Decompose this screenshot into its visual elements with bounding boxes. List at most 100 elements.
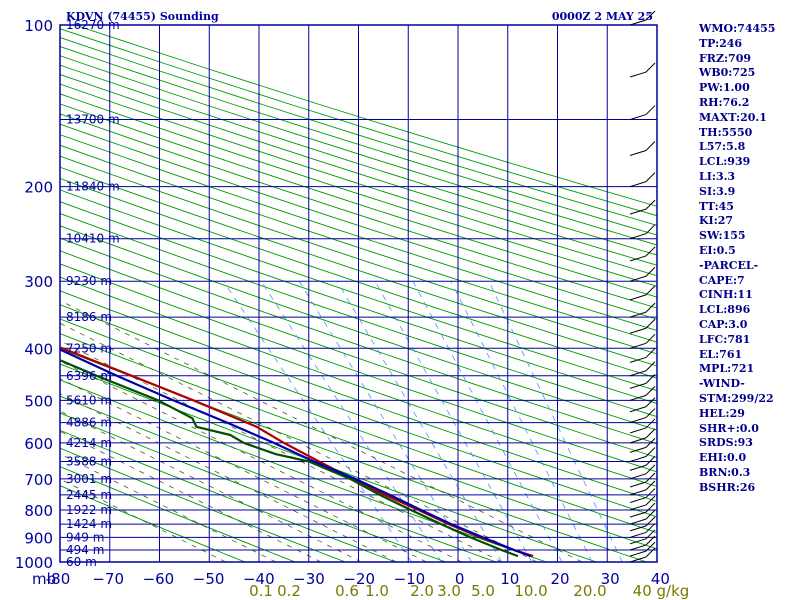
wind-barb [629, 275, 647, 282]
dry-adiabat [60, 93, 657, 287]
dry-adiabat [60, 74, 657, 266]
index-line: SRDS:93 [699, 436, 753, 450]
wind-barb [629, 233, 647, 240]
wind-barb [629, 311, 647, 318]
wind-barb-flag [645, 455, 656, 466]
wind-barb-flag [645, 374, 656, 384]
wind-barb [629, 446, 647, 453]
wind-barb-flag [645, 318, 656, 329]
dry-adiabat [60, 263, 657, 473]
temperature-tick-label: −20 [343, 570, 375, 588]
wind-barb [629, 370, 647, 377]
height-label: 4214 m [66, 436, 112, 450]
height-label: 3588 m [66, 455, 112, 469]
wind-barbs [629, 10, 656, 563]
index-line: FRZ:709 [699, 51, 752, 65]
pressure-tick-label: 100 [24, 17, 53, 35]
mixing-ratio-label: 40 g/kg [633, 582, 690, 600]
wind-barb-flag [645, 361, 656, 372]
wind-barb [629, 525, 647, 532]
dry-adiabat [60, 113, 657, 309]
height-label: 8186 m [66, 310, 112, 324]
index-line: EHI:0.0 [699, 451, 747, 465]
wind-barb [629, 394, 647, 401]
wind-barb-flag [645, 488, 656, 498]
chart-title: KDVN (74455) Sounding [66, 10, 219, 23]
temperature-tick-label: −30 [293, 570, 325, 588]
index-line: TP:246 [699, 36, 743, 50]
index-line: SI:3.9 [699, 184, 736, 198]
wind-barb [629, 19, 647, 26]
grid-layer [59, 24, 658, 563]
index-line: -PARCEL- [699, 258, 759, 272]
wind-barb-flag [645, 523, 656, 533]
height-label: 60 m [66, 555, 97, 569]
index-line: SHR+:0.0 [699, 421, 759, 435]
temperature-tick-label: −40 [243, 570, 275, 588]
temperature-tick-label: 20 [550, 570, 569, 588]
pressure-tick-label: 400 [24, 340, 53, 358]
dry-adiabat [60, 189, 657, 392]
index-line: LFC:781 [699, 332, 751, 346]
height-label: 2445 m [66, 488, 112, 502]
mixing-ratio-line [60, 430, 322, 562]
wind-barb [629, 208, 647, 215]
height-label: 5610 m [66, 393, 112, 407]
wind-barb-flag [645, 199, 656, 210]
temperature-tick-label: 0 [455, 570, 465, 588]
dry-adiabat [60, 28, 657, 217]
height-label: 7250 m [66, 341, 112, 355]
wind-barb-flag [645, 535, 656, 546]
mixing-ratio-line [60, 453, 277, 562]
index-line: -WIND- [699, 377, 745, 391]
wind-barb [629, 342, 647, 349]
wind-barb [629, 497, 647, 504]
wind-barb-flag [645, 10, 656, 21]
wind-barb [629, 437, 647, 444]
height-label: 4886 m [66, 416, 112, 430]
wind-barb-flag [645, 516, 656, 527]
mixing-ratio-label: 2.0 [410, 582, 434, 600]
dry-adiabat [60, 155, 657, 355]
wind-barb-flag [645, 385, 656, 396]
wind-barb [629, 544, 647, 551]
dry-adiabat [60, 237, 657, 445]
wind-barb-flag [645, 62, 656, 73]
dry-adiabat [60, 250, 657, 459]
wind-barb-flag [645, 418, 656, 429]
temperature-tick-label: 30 [601, 570, 620, 588]
wind-barb [629, 481, 647, 488]
wind-barb-flag [645, 502, 656, 513]
wind-barb-flag [645, 438, 656, 448]
dry-adiabat [60, 225, 657, 431]
dry-adiabat [60, 304, 657, 518]
wind-barb [629, 71, 647, 78]
dry-adiabat [60, 134, 657, 332]
wind-barb-flag [645, 348, 656, 358]
wind-barb [629, 531, 647, 538]
wind-barb-flag [645, 495, 656, 506]
index-line: RH:76.2 [699, 95, 750, 109]
valid-time: 0000Z 2 MAY 25 [552, 10, 653, 23]
wind-barb [629, 538, 647, 545]
wind-barb-flag [645, 408, 656, 418]
wind-barb-flag [645, 141, 656, 151]
pressure-tick-label: 800 [24, 502, 53, 520]
mixing-ratio-line [60, 360, 462, 562]
height-label: 16270 m [66, 18, 120, 32]
pressure-tick-label: 600 [24, 435, 53, 453]
pressure-tick-label: 700 [24, 471, 53, 489]
moist-adiabat [374, 281, 533, 562]
mixing-ratio-label: 0.6 [335, 582, 359, 600]
series-dewpoint [60, 358, 519, 558]
index-line: CAPE:7 [699, 273, 745, 287]
wind-barb [629, 550, 647, 557]
wind-barb-flag [645, 397, 656, 408]
moist-adiabat [488, 281, 623, 562]
index-line: LCL:939 [699, 155, 751, 169]
index-line: EL:761 [699, 347, 743, 361]
pressure-tick-label: 900 [24, 529, 53, 547]
dry-adiabat [60, 318, 657, 534]
temperature-tick-label: −70 [92, 570, 124, 588]
